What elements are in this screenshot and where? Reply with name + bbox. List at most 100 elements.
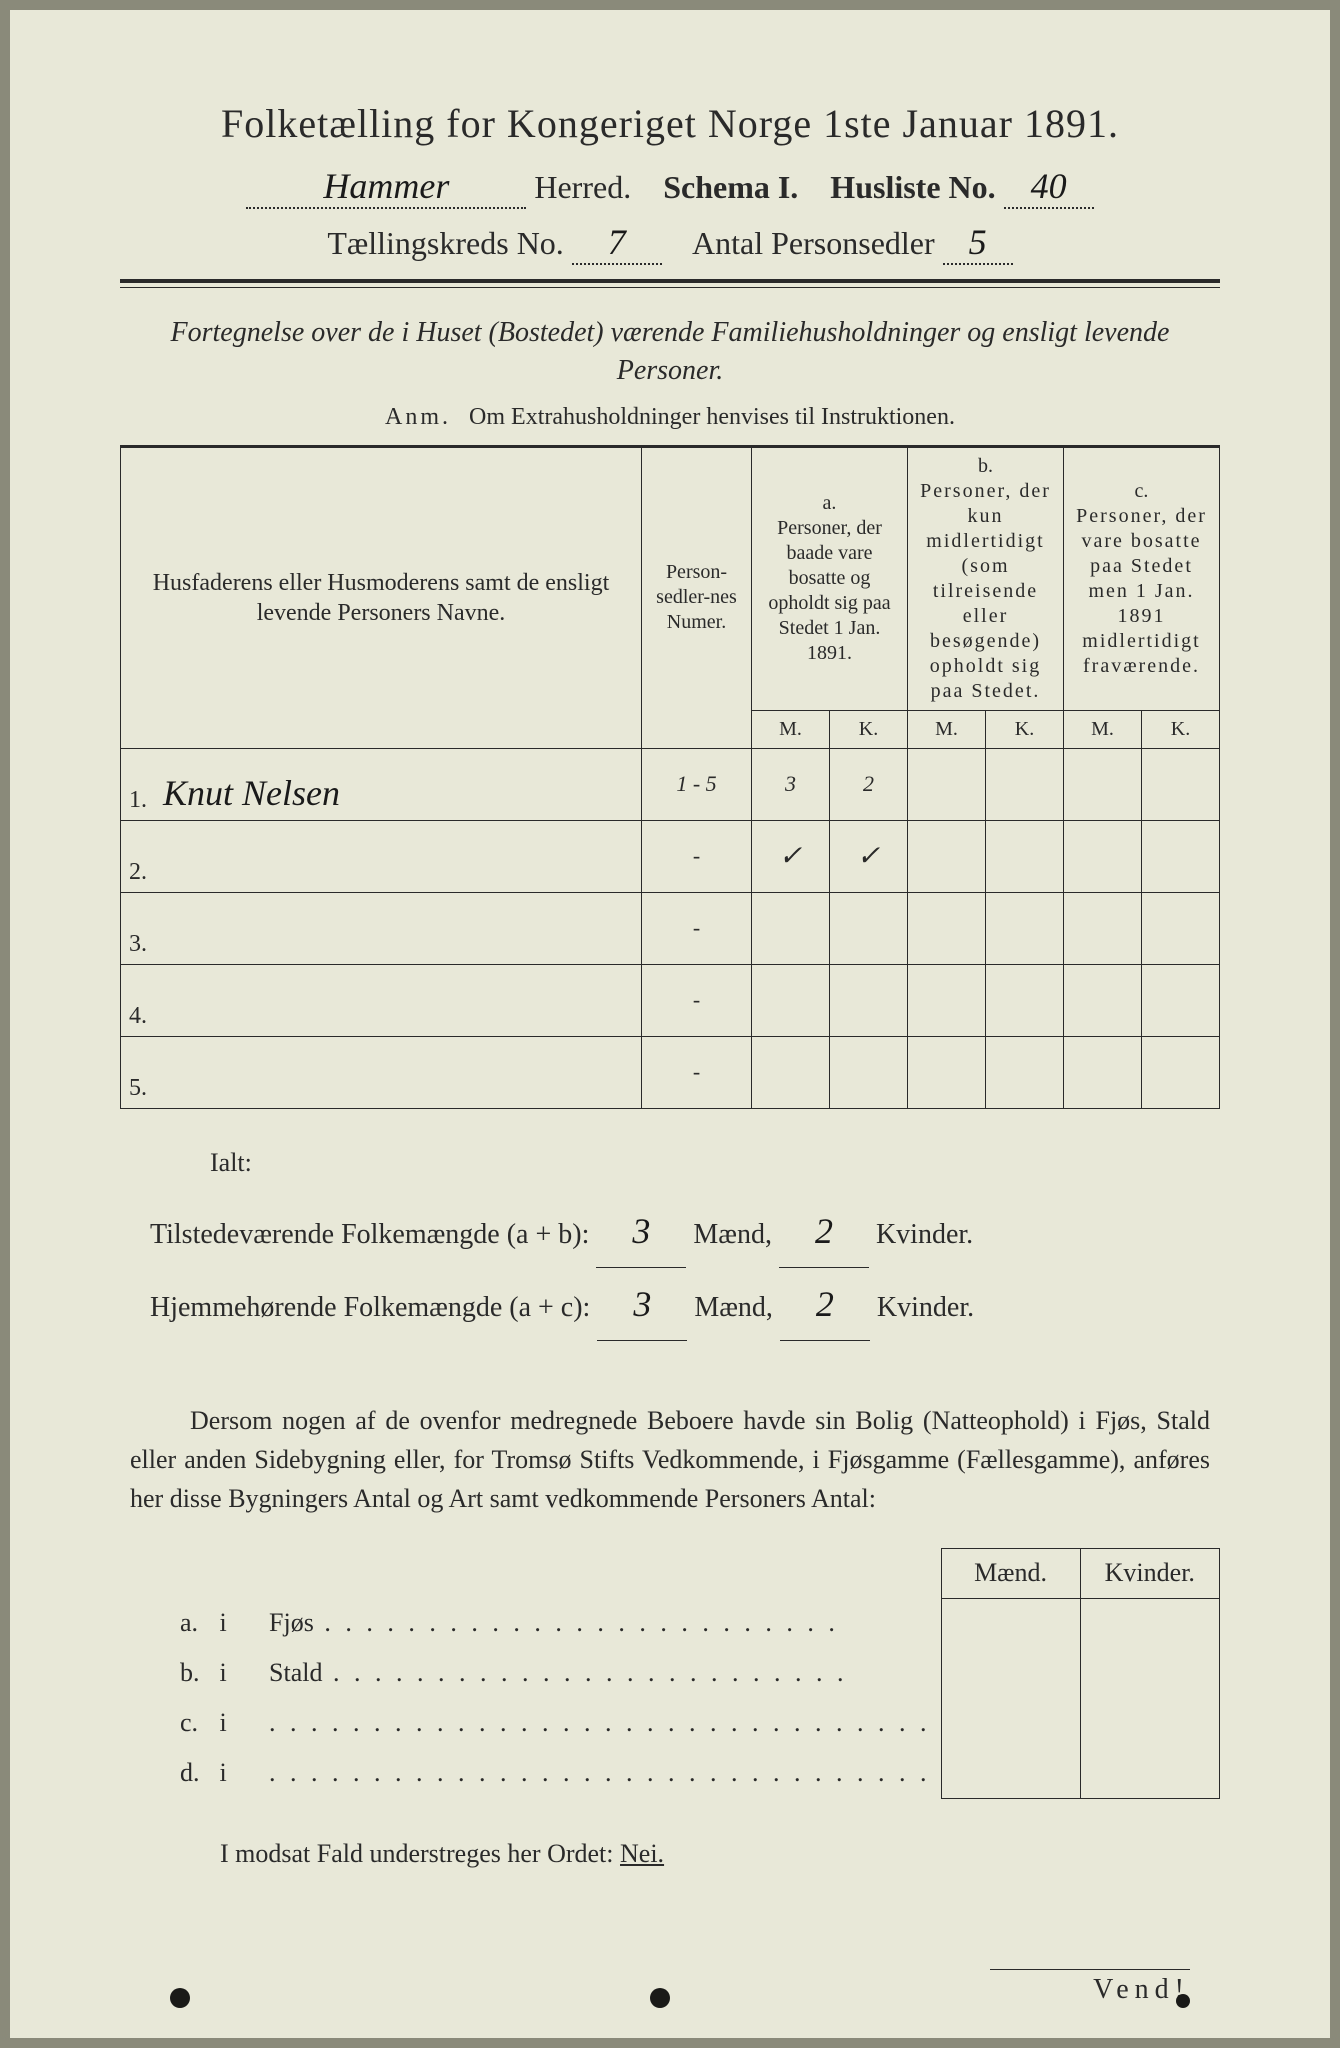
bldg-type: . . . . . . . . . . . . . . . . . . . . … <box>259 1698 941 1748</box>
kreds-value: 7 <box>608 222 626 262</box>
bldg-row: d. i . . . . . . . . . . . . . . . . . .… <box>120 1748 1220 1798</box>
table-row: 4. - <box>121 964 1220 1036</box>
dersom-paragraph: Dersom nogen af de ovenfor medregnede Be… <box>130 1401 1210 1518</box>
modsat-line: I modsat Fald understreges her Ordet: Ne… <box>220 1839 1220 1869</box>
totals-block: Ialt: Tilstedeværende Folkemængde (a + b… <box>150 1137 1190 1341</box>
row-num: 1. <box>121 748 156 820</box>
cell-ak: 2 <box>830 748 908 820</box>
punch-hole <box>170 1988 190 2008</box>
col-b-text: Personer, der kun midlertidigt (som tilr… <box>920 480 1051 702</box>
cell-am <box>752 892 830 964</box>
table-row: 2. - ✓ ✓ <box>121 820 1220 892</box>
table-row: 1. Knut Nelsen 1 - 5 3 2 <box>121 748 1220 820</box>
cell-ck <box>1142 748 1220 820</box>
col-b-m: M. <box>908 710 986 748</box>
divider-rule <box>120 279 1220 288</box>
main-title: Folketælling for Kongeriget Norge 1ste J… <box>120 100 1220 147</box>
col-c-m: M. <box>1064 710 1142 748</box>
cell-ak <box>830 964 908 1036</box>
totals-ac-m: 3 <box>633 1284 651 1324</box>
col-a-header: a. Personer, der baade vare bosatte og o… <box>752 446 908 710</box>
punch-hole <box>1176 1994 1190 2008</box>
col-a-label: a. <box>823 492 837 514</box>
bldg-m <box>941 1598 1080 1648</box>
cell-bm <box>908 892 986 964</box>
row-name <box>155 1036 642 1108</box>
totals-ac-label: Hjemmehørende Folkemængde (a + c): <box>150 1292 590 1323</box>
maend-label: Mænd, <box>694 1292 773 1323</box>
totals-ac-k: 2 <box>816 1284 834 1324</box>
antal-value: 5 <box>969 222 987 262</box>
bldg-type: Fjøs . . . . . . . . . . . . . . . . . .… <box>259 1598 941 1648</box>
col-num-header: Person-sedler-nes Numer. <box>642 446 752 748</box>
bldg-row: a. i Fjøs . . . . . . . . . . . . . . . … <box>120 1598 1220 1648</box>
modsat-word: Nei. <box>620 1839 664 1868</box>
cell-ck <box>1142 820 1220 892</box>
col-b-header: b. Personer, der kun midlertidigt (som t… <box>908 446 1064 710</box>
anm-label: Anm. <box>385 404 451 430</box>
bldg-m <box>941 1748 1080 1798</box>
maend-label: Mænd, <box>693 1219 772 1250</box>
bldg-i: i <box>210 1748 260 1798</box>
census-form-page: Folketælling for Kongeriget Norge 1ste J… <box>10 10 1330 2038</box>
row-num: 3. <box>121 892 156 964</box>
bldg-row-label: d. <box>120 1748 210 1798</box>
bldg-row-label: b. <box>120 1648 210 1698</box>
totals-ab-m: 3 <box>632 1211 650 1251</box>
cell-am <box>752 1036 830 1108</box>
col-a-text: Personer, der baade vare bosatte og opho… <box>768 517 890 664</box>
cell-ak: ✓ <box>830 820 908 892</box>
bldg-row-label: a. <box>120 1598 210 1648</box>
row-personsedler: 1 - 5 <box>642 748 752 820</box>
col-c-header: c. Personer, der vare bosatte paa Stedet… <box>1064 446 1220 710</box>
table-row: 5. - <box>121 1036 1220 1108</box>
row-name <box>155 820 642 892</box>
cell-cm <box>1064 748 1142 820</box>
bldg-k <box>1080 1748 1219 1798</box>
bldg-k <box>1080 1698 1219 1748</box>
cell-cm <box>1064 964 1142 1036</box>
bldg-k <box>1080 1648 1219 1698</box>
fortegnelse-text: Fortegnelse over de i Huset (Bostedet) v… <box>120 314 1220 390</box>
table-row: 3. - <box>121 892 1220 964</box>
cell-bk <box>986 748 1064 820</box>
husliste-value: 40 <box>1031 166 1067 206</box>
cell-bm <box>908 748 986 820</box>
bldg-k <box>1080 1598 1219 1648</box>
cell-bk <box>986 1036 1064 1108</box>
bldg-row-label: c. <box>120 1698 210 1748</box>
cell-bk <box>986 820 1064 892</box>
anm-line: Anm. Om Extrahusholdninger henvises til … <box>120 404 1220 431</box>
header-line-3: Tællingskreds No. 7 Antal Personsedler 5 <box>120 221 1220 265</box>
cell-cm <box>1064 892 1142 964</box>
cell-bm <box>908 1036 986 1108</box>
row-personsedler: - <box>642 820 752 892</box>
herred-value: Hammer <box>323 166 449 206</box>
schema-label: Schema I. <box>663 169 798 205</box>
row-num: 4. <box>121 964 156 1036</box>
household-table: Husfaderens eller Husmoderens samt de en… <box>120 445 1220 1109</box>
cell-bm <box>908 820 986 892</box>
cell-bk <box>986 964 1064 1036</box>
row-personsedler: - <box>642 892 752 964</box>
bldg-row: b. i Stald . . . . . . . . . . . . . . .… <box>120 1648 1220 1698</box>
bldg-kvinder-header: Kvinder. <box>1080 1548 1219 1598</box>
cell-am: ✓ <box>752 820 830 892</box>
cell-ak <box>830 892 908 964</box>
modsat-pre: I modsat Fald understreges her Ordet: <box>220 1839 620 1868</box>
col-name-header: Husfaderens eller Husmoderens samt de en… <box>121 446 642 748</box>
row-name <box>155 892 642 964</box>
col-a-m: M. <box>752 710 830 748</box>
antal-label: Antal Personsedler <box>692 225 935 261</box>
totals-ac-line: Hjemmehørende Folkemængde (a + c): 3 Mæn… <box>150 1268 1190 1341</box>
col-c-label: c. <box>1135 480 1149 502</box>
kvinder-label: Kvinder. <box>877 1292 974 1323</box>
ialt-label: Ialt: <box>210 1137 1190 1189</box>
building-table: Mænd. Kvinder. a. i Fjøs . . . . . . . .… <box>120 1548 1220 1799</box>
row-personsedler: - <box>642 1036 752 1108</box>
header-line-2: Hammer Herred. Schema I. Husliste No. 40 <box>120 165 1220 209</box>
col-c-text: Personer, der vare bosatte paa Stedet me… <box>1076 505 1207 677</box>
bldg-i: i <box>210 1648 260 1698</box>
anm-text: Om Extrahusholdninger henvises til Instr… <box>469 404 955 430</box>
cell-ck <box>1142 892 1220 964</box>
